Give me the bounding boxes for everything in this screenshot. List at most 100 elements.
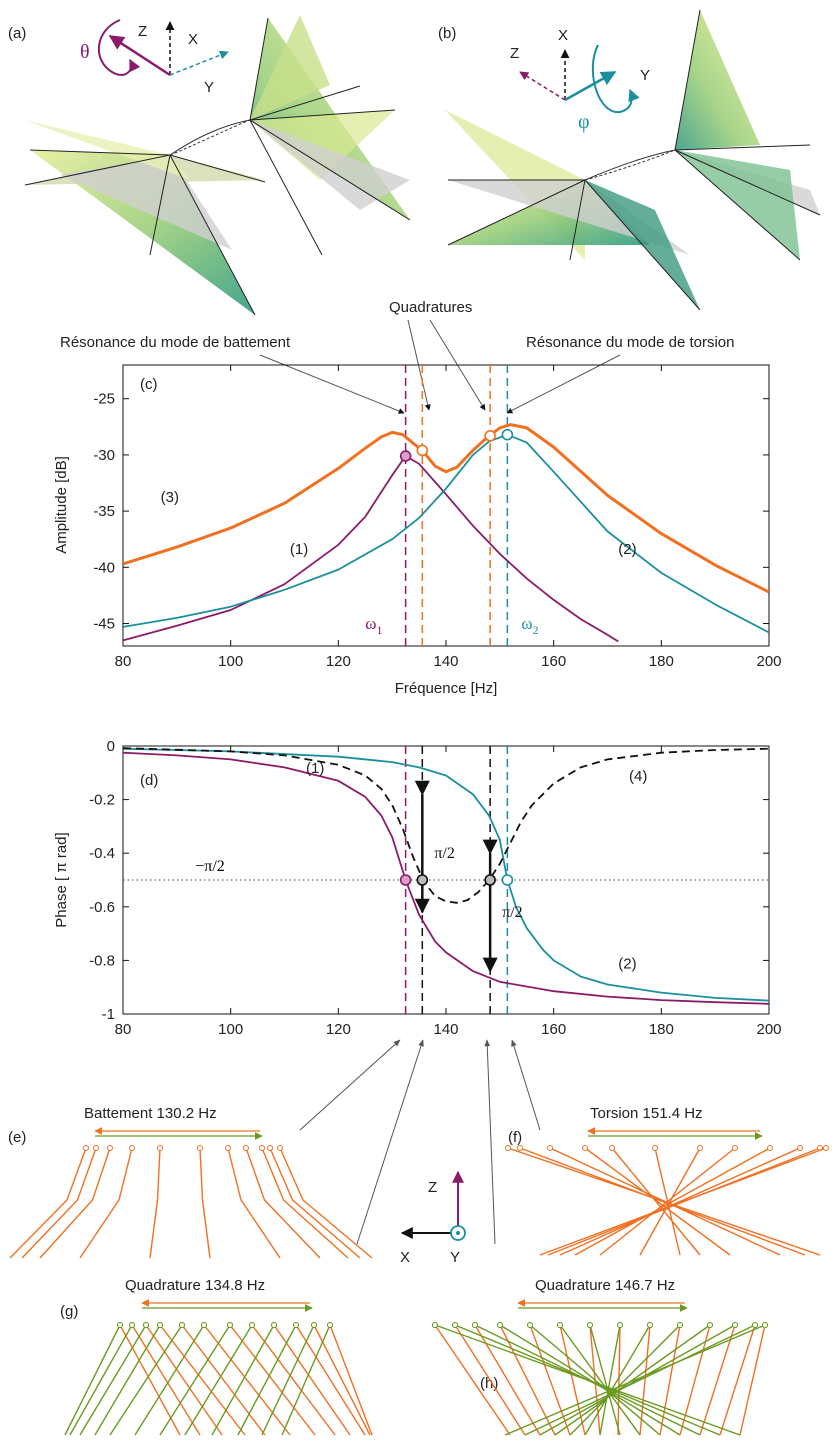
axis-z-label-a: Z <box>138 23 147 40</box>
c-xtick-label-1: 100 <box>218 653 243 670</box>
mode-h-lines-dot-13 <box>762 1322 768 1328</box>
c-ytick-label-1: -30 <box>93 447 115 464</box>
mode-e-lines-dot-9 <box>267 1145 273 1151</box>
mode-f-lines-line-7 <box>599 1147 736 1256</box>
c-ytick-label-4: -45 <box>93 616 115 633</box>
c-ytick-label-0: -25 <box>93 391 115 408</box>
c-label-3: ω1 <box>365 614 382 637</box>
mode-e-lines-line-3 <box>79 1147 133 1259</box>
d-marker-2 <box>484 874 496 886</box>
phase-chart: π/2 π/2 80 100 120 140 160 180 200 0 -0.2 -0.4 -0.… <box>53 738 782 1038</box>
mode-g-lines-line-4 <box>109 1324 183 1436</box>
wing-model-b <box>445 9 821 311</box>
mode-h-lines-dot-11 <box>732 1322 738 1328</box>
mode-g-lines-line-1 <box>131 1324 201 1436</box>
axis-x-label-a: X <box>188 31 198 48</box>
mode-h-lines-dot-1 <box>452 1322 458 1328</box>
panel-e-label: (e) <box>8 1129 26 1146</box>
mode-h-lines-line-11 <box>539 1324 736 1436</box>
mode-f-lines-dot-0 <box>505 1145 511 1151</box>
mode-g-lines-dot-11 <box>327 1322 333 1328</box>
panel-b-label: (b) <box>438 25 456 42</box>
mode-e-lines-dot-3 <box>129 1145 135 1151</box>
mode-f-lines-line-8 <box>574 1147 771 1256</box>
mode-h-lines-line-8 <box>639 1324 651 1436</box>
mode-g-lines-line-0 <box>119 1324 181 1436</box>
panel-a: (a) X Y Z <box>8 15 411 316</box>
c-label-0: (3) <box>161 489 179 506</box>
c-marker-1 <box>416 444 429 457</box>
mode-h-lines-line-5 <box>559 1324 641 1436</box>
panel-c-label: (c) <box>140 376 158 393</box>
panel-h-label: (h) <box>480 1375 498 1392</box>
c-series-1-line <box>123 455 619 643</box>
mode-g-lines-line-11 <box>329 1324 373 1436</box>
d-ytick-label-3: -0.6 <box>89 899 115 916</box>
mode-h-lines-line-12 <box>524 1324 756 1436</box>
mode-g-lines-line-8 <box>211 1324 275 1436</box>
c-xtick-label-5: 180 <box>649 653 674 670</box>
c-ytick-label-2: -35 <box>93 503 115 520</box>
panel-d-label: (d) <box>140 772 158 789</box>
mode-e-lines-line-2 <box>39 1147 111 1259</box>
d-ytick-label-0: 0 <box>107 738 115 755</box>
mode-f-lines-dot-6 <box>697 1145 703 1151</box>
mode-h-lines-line-12 <box>719 1324 756 1436</box>
c-xtick-label-0: 80 <box>115 653 132 670</box>
phase-markers <box>399 874 514 886</box>
resonance-annotations: Quadratures Résonance du mode de batteme… <box>60 299 734 414</box>
d-xtick-label-0: 80 <box>115 1021 132 1038</box>
axes-triad-modes: Z X Y <box>400 1170 466 1266</box>
mode-e-lines-dot-0 <box>83 1145 89 1151</box>
mode-h-lines-dot-4 <box>527 1322 533 1328</box>
c-label-2: (2) <box>618 541 636 558</box>
d-label-0: (1) <box>306 760 324 777</box>
mode-h-lines-line-13 <box>504 1324 766 1436</box>
mode-h-lines-line-1 <box>454 1324 526 1436</box>
mode-f-lines-dot-4 <box>609 1145 615 1151</box>
mode-e-lines-line-8 <box>261 1147 349 1259</box>
mode-e-lines-line-6 <box>227 1147 281 1259</box>
mode-f-lines-line-9 <box>559 1147 801 1256</box>
mode-f-lines-dot-8 <box>767 1145 773 1151</box>
mode-g-lines-dot-2 <box>143 1322 149 1328</box>
mode-g-lines-dot-7 <box>249 1322 255 1328</box>
c-xtick-label-4: 160 <box>541 653 566 670</box>
mode-e-lines-line-9 <box>269 1147 361 1259</box>
quadratures-label: Quadratures <box>389 299 472 316</box>
phi-label: φ <box>578 111 590 133</box>
mode-h-lines-line-9 <box>569 1324 681 1436</box>
amplitude-x-axis-label: Fréquence [Hz] <box>395 680 498 697</box>
mode-g-lines-dot-8 <box>271 1322 277 1328</box>
axes-triad-a: X Y Z θ <box>80 19 229 96</box>
mode-h-lines-dot-10 <box>707 1322 713 1328</box>
theta-label: θ <box>80 41 90 63</box>
mode-g-lines-dot-9 <box>293 1322 299 1328</box>
axis-y-label-b: Y <box>640 67 650 84</box>
mode-h-lines-dot-12 <box>752 1322 758 1328</box>
mode-e-lines-dot-2 <box>107 1145 113 1151</box>
mode-h-title: Quadrature 146.7 Hz <box>535 1277 675 1294</box>
mode-g-wing-lines <box>64 1322 373 1436</box>
d-xtick-label-5: 180 <box>649 1021 674 1038</box>
modes-axis-x-label: X <box>400 1249 410 1266</box>
mode-h-lines-line-11 <box>699 1324 736 1436</box>
mode-h-lines-line-10 <box>554 1324 711 1436</box>
mode-f-title: Torsion 151.4 Hz <box>590 1105 703 1122</box>
mode-e-lines-line-4 <box>149 1147 161 1259</box>
mode-f-lines-dot-2 <box>547 1145 553 1151</box>
mode-h-lines-line-3 <box>499 1324 681 1436</box>
mode-g-lines-line-11 <box>281 1324 331 1436</box>
battement-resonance-label: Résonance du mode de battement <box>60 334 291 351</box>
panel-g-label: (g) <box>60 1303 78 1320</box>
mode-h-lines-line-0 <box>434 1324 511 1436</box>
mode-h-lines-line-3 <box>499 1324 556 1436</box>
mode-g-lines-dot-10 <box>311 1322 317 1328</box>
d-series-1-line <box>123 751 769 1005</box>
d-ytick-label-2: -0.4 <box>89 845 115 862</box>
mode-g-lines-line-9 <box>237 1324 297 1436</box>
mode-h-wing-lines <box>432 1322 768 1436</box>
amplitude-y-ticks: -25 -30 -35 -40 -45 <box>93 391 769 633</box>
c-label-4: ω2 <box>521 614 538 637</box>
d-label-2: (2) <box>618 955 636 972</box>
